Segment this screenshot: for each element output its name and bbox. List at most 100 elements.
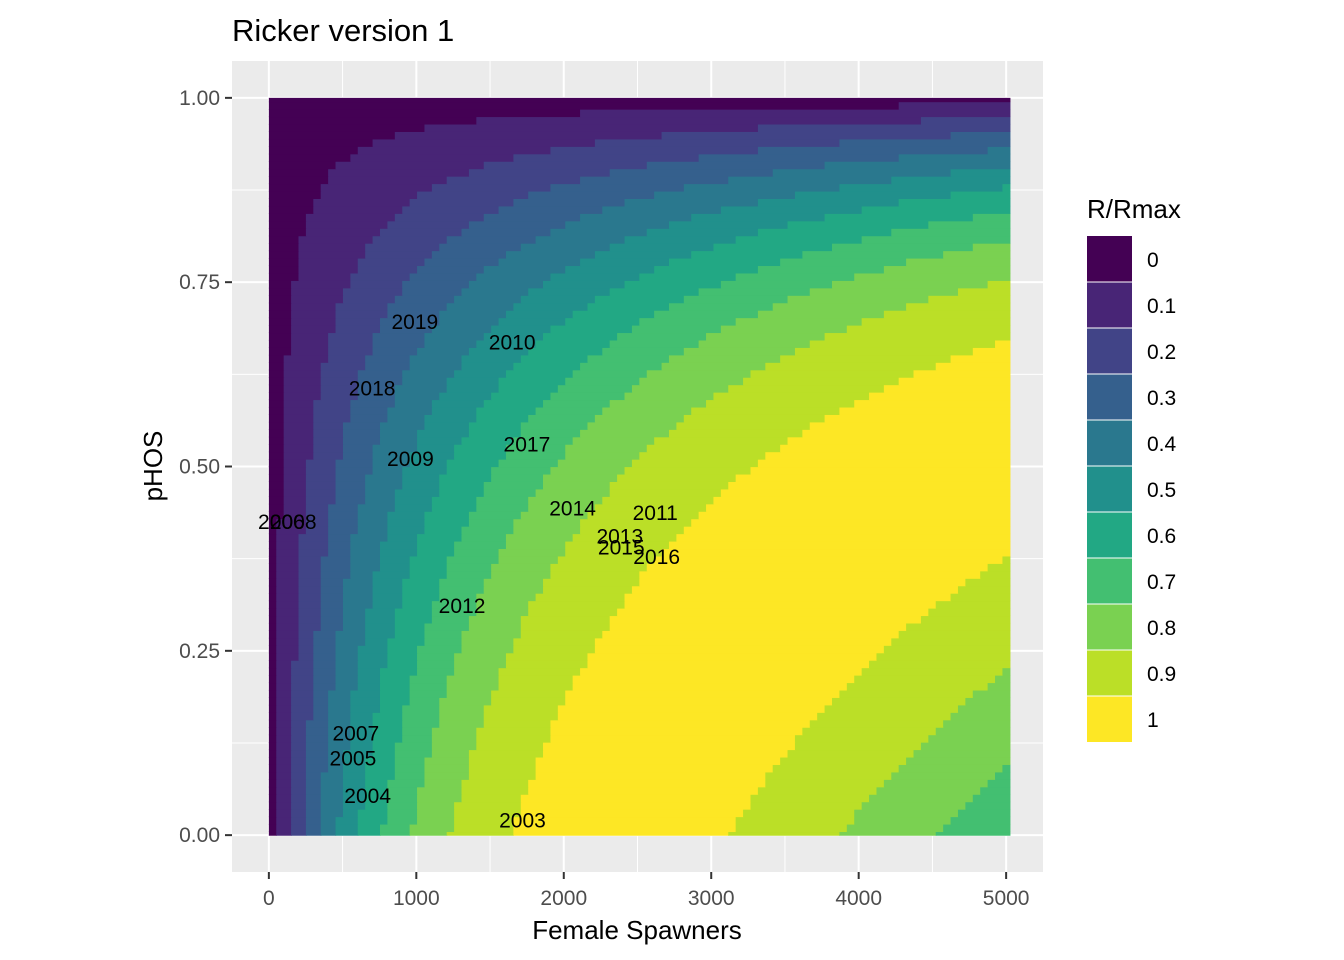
- heatmap-cell: [320, 369, 359, 378]
- heatmap-cell: [402, 473, 440, 482]
- heatmap-cell: [646, 228, 759, 237]
- heatmap-cell: [483, 488, 537, 497]
- heatmap-cell: [417, 436, 463, 445]
- heatmap-cell: [943, 719, 1011, 728]
- heatmap-cell: [268, 518, 277, 527]
- heatmap-cell: [572, 310, 655, 319]
- heatmap-cell: [372, 712, 403, 721]
- heatmap-cell: [402, 578, 440, 587]
- heatmap-cell: [461, 786, 529, 795]
- heatmap-cell: [520, 630, 603, 639]
- heatmap-cell: [328, 339, 374, 348]
- heatmap-cell: [461, 436, 514, 445]
- heatmap-cell: [394, 749, 433, 758]
- heatmap-cell: [720, 205, 863, 214]
- heatmap-cell: [379, 436, 418, 445]
- heatmap-cell: [276, 734, 292, 743]
- heatmap-cell: [357, 265, 418, 274]
- heatmap-cell: [276, 518, 307, 527]
- heatmap-cell: [328, 526, 359, 535]
- heatmap-cell: [928, 734, 1011, 743]
- heatmap-cell: [328, 548, 351, 557]
- heatmap-cell: [572, 675, 855, 684]
- heatmap-cell: [305, 749, 329, 758]
- heatmap-cell: [298, 243, 366, 252]
- heatmap-cell: [698, 153, 900, 162]
- heatmap-cell: [883, 310, 1011, 319]
- heatmap-cell: [268, 265, 300, 274]
- heatmap-cell: [935, 727, 1011, 736]
- heatmap-cell: [268, 727, 277, 736]
- heatmap-cell: [906, 257, 1011, 267]
- heatmap-cell: [305, 481, 337, 490]
- heatmap-cell: [446, 302, 514, 311]
- heatmap-cell: [483, 213, 581, 222]
- legend-key: [1087, 604, 1132, 650]
- heatmap-cell: [580, 518, 692, 527]
- heatmap-cell: [832, 243, 974, 252]
- heatmap-cell: [757, 123, 1011, 132]
- heatmap-cell: [268, 615, 277, 624]
- heatmap-cell: [454, 652, 507, 661]
- heatmap-cell: [268, 228, 307, 237]
- heatmap-cell: [409, 362, 463, 371]
- heatmap-cell: [320, 600, 344, 609]
- heatmap-cell: [631, 459, 759, 468]
- heatmap-cell: [394, 630, 426, 639]
- heatmap-cell: [268, 131, 396, 140]
- heatmap-cell: [305, 756, 329, 765]
- heatmap-cell: [817, 712, 952, 721]
- heatmap-cell: [461, 362, 514, 371]
- heatmap-cell: [394, 622, 426, 631]
- heatmap-cell: [342, 451, 374, 460]
- heatmap-cell: [995, 675, 1011, 684]
- heatmap-cell: [268, 511, 285, 520]
- heatmap-cell: [328, 503, 359, 512]
- heatmap-cell: [276, 645, 300, 654]
- heatmap-cell: [342, 779, 366, 788]
- heatmap-cell: [276, 786, 292, 795]
- heatmap-cell: [454, 809, 522, 818]
- heatmap-cell: [550, 727, 803, 736]
- heatmap-cell: [409, 675, 448, 684]
- heatmap-cell: [394, 488, 440, 497]
- heatmap-cell: [794, 347, 974, 356]
- y-axis-title: pHOS: [138, 431, 168, 502]
- heatmap-cell: [832, 697, 966, 706]
- heatmap-cell: [809, 339, 996, 348]
- heatmap-cell: [357, 377, 403, 386]
- heatmap-cell: [328, 332, 374, 341]
- heatmap-cell: [402, 600, 433, 609]
- heatmap-cell: [468, 168, 611, 177]
- heatmap-cell: [728, 176, 892, 185]
- heatmap-cell: [268, 570, 277, 579]
- heatmap-cell: [372, 459, 411, 468]
- heatmap-cell: [802, 727, 937, 736]
- heatmap-cell: [824, 161, 1011, 170]
- heatmap-cell: [594, 637, 892, 646]
- heatmap-cell: [335, 667, 359, 676]
- heatmap-cell: [461, 287, 529, 296]
- heatmap-cell: [313, 704, 329, 713]
- heatmap-cell: [335, 645, 359, 654]
- heatmap-cell: [424, 771, 470, 780]
- heatmap-cell: [713, 392, 870, 401]
- heatmap-cell: [468, 764, 537, 773]
- heatmap-cell: [291, 317, 337, 326]
- heatmap-cell: [268, 243, 300, 252]
- heatmap-cell: [646, 369, 752, 378]
- heatmap-cell: [602, 630, 900, 639]
- heatmap-cell: [424, 123, 759, 132]
- heatmap-cell: [268, 362, 285, 371]
- heatmap-cell: [491, 697, 566, 706]
- heatmap-cell: [291, 831, 307, 836]
- heatmap-cell: [417, 444, 455, 453]
- heatmap-cell: [439, 697, 492, 706]
- heatmap-cell: [987, 146, 1011, 155]
- heatmap-cell: [468, 771, 537, 780]
- heatmap-cell: [498, 205, 603, 214]
- heatmap-cell: [491, 689, 566, 698]
- heatmap-cell: [461, 630, 522, 639]
- x-tick-label: 4000: [835, 887, 882, 910]
- heatmap-cell: [454, 816, 514, 825]
